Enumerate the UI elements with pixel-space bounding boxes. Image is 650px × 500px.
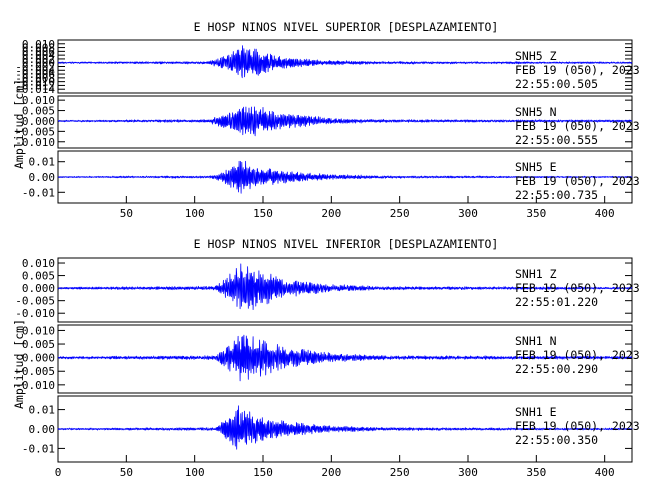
y-tick-label: 0.005 xyxy=(22,270,55,283)
panel-snh1-e: 0.010.00-0.01 SNH1 E FEB 19 (050), 2023 … xyxy=(22,395,640,463)
y-tick-label: 0.005 xyxy=(22,338,55,351)
x-tick-label: 350 xyxy=(526,207,546,220)
y-tick-label: -0.008 xyxy=(15,72,55,85)
waveform-trace xyxy=(57,263,633,310)
date-label: FEB 19 (050), 2023 xyxy=(515,174,640,188)
y-tick-label: 0.01 xyxy=(29,404,56,417)
waveform-trace xyxy=(57,334,633,382)
x-tick-label: 300 xyxy=(458,466,478,479)
x-tick-label: 200 xyxy=(321,466,341,479)
y-tick-label: 0.002 xyxy=(22,53,55,66)
station-component-label: SNH5 Z xyxy=(515,49,557,63)
y-tick-label: -0.010 xyxy=(15,379,55,392)
x-axis-superior: 50 100 150 200 250 300 350 400 xyxy=(120,196,615,220)
x-tick-label: 250 xyxy=(390,466,410,479)
x-tick-label: 400 xyxy=(595,207,615,220)
y-ticks: 0.0100.0080.0060.0040.0020.000-0.002-0.0… xyxy=(15,38,632,96)
panel-frame xyxy=(57,95,633,149)
y-tick-label: -0.002 xyxy=(15,61,55,74)
waveform-trace xyxy=(57,160,633,194)
y-tick-label: 0.01 xyxy=(29,156,56,169)
y-tick-label: -0.01 xyxy=(22,442,55,455)
x-tick-label: 50 xyxy=(120,466,133,479)
station-component-label: SNH5 N xyxy=(515,105,557,119)
y-tick-label: 0.010 xyxy=(22,94,55,107)
y-axis-label-superior: Amplitud [cm] xyxy=(12,79,26,169)
x-tick-label: 150 xyxy=(253,466,273,479)
y-tick-label: 0.000 xyxy=(22,352,55,365)
y-tick-label: -0.014 xyxy=(15,83,55,96)
y-tick-label: -0.01 xyxy=(22,186,55,199)
time-label: 22:55:00.350 xyxy=(515,433,598,447)
x-tick-label: 150 xyxy=(253,207,273,220)
y-tick-label: -0.005 xyxy=(15,125,55,138)
y-tick-label: -0.010 xyxy=(15,136,55,149)
waveform-trace xyxy=(57,106,633,137)
panel-frame xyxy=(57,324,633,394)
y-tick-label: 0.000 xyxy=(22,115,55,128)
x-tick-label: 100 xyxy=(185,466,205,479)
date-label: FEB 19 (050), 2023 xyxy=(515,281,640,295)
figure-inferior: E HOSP NINOS NIVEL INFERIOR [DESPLAZAMIE… xyxy=(12,237,640,479)
x-tick-label: 400 xyxy=(595,466,615,479)
time-label: 22:55:00.505 xyxy=(515,77,598,91)
y-tick-label: 0.006 xyxy=(22,45,55,58)
x-tick-label: 350 xyxy=(526,466,546,479)
date-label: FEB 19 (050), 2023 xyxy=(515,63,640,77)
y-tick-label: 0.00 xyxy=(29,423,56,436)
x-tick-label: 0 xyxy=(55,466,62,479)
y-ticks: 0.01 0.00 -0.01 xyxy=(22,156,632,199)
time-label: 22:55:01.220 xyxy=(515,295,598,309)
y-ticks: 0.01 0.00 -0.01 xyxy=(22,404,632,455)
panel-snh5-z: 0.0100.0080.0060.0040.0020.000-0.002-0.0… xyxy=(15,38,639,96)
y-tick-label: 0.008 xyxy=(22,42,55,55)
date-label: FEB 19 (050), 2023 xyxy=(515,348,640,362)
figure-title-superior: E HOSP NINOS NIVEL SUPERIOR [DESPLAZAMIE… xyxy=(194,20,499,34)
y-tick-label: -0.010 xyxy=(15,76,55,89)
station-component-label: SNH1 Z xyxy=(515,267,557,281)
y-tick-label: -0.005 xyxy=(15,365,55,378)
date-label: FEB 19 (050), 2023 xyxy=(515,419,640,433)
x-tick-label: 250 xyxy=(390,207,410,220)
x-tick-label: 100 xyxy=(185,207,205,220)
station-component-label: SNH5 E xyxy=(515,160,557,174)
panel-frame xyxy=(57,257,633,323)
y-tick-label: 0.010 xyxy=(22,38,55,51)
x-tick-label: 200 xyxy=(321,207,341,220)
y-tick-label: 0.00 xyxy=(29,171,56,184)
figure-title-inferior: E HOSP NINOS NIVEL INFERIOR [DESPLAZAMIE… xyxy=(194,237,499,251)
x-axis-inferior: 0 50 100 150 200 250 300 350 400 xyxy=(55,455,615,479)
y-tick-label: 0.005 xyxy=(22,105,55,118)
y-tick-label: 0.000 xyxy=(22,282,55,295)
x-tick-label: 50 xyxy=(120,207,133,220)
y-tick-label: -0.005 xyxy=(15,295,55,308)
station-component-label: SNH1 E xyxy=(515,405,557,419)
time-label: 22:55:00.555 xyxy=(515,133,598,147)
figure-superior: E HOSP NINOS NIVEL SUPERIOR [DESPLAZAMIE… xyxy=(12,20,640,220)
time-label: 22:55:00.290 xyxy=(515,362,598,376)
y-tick-label: -0.012 xyxy=(15,79,55,92)
y-tick-label: -0.006 xyxy=(15,68,55,81)
waveform-trace xyxy=(57,405,633,450)
time-label: 22:55:00.735 xyxy=(515,188,598,202)
y-tick-label: 0.010 xyxy=(22,257,55,270)
panel-snh5-e: 0.010.00-0.01 SNH5 E FEB 19 (050), 2023 … xyxy=(22,150,640,204)
y-tick-label: 0.004 xyxy=(22,49,55,62)
waveform-trace xyxy=(57,45,633,79)
date-label: FEB 19 (050), 2023 xyxy=(515,119,640,133)
y-tick-label: -0.010 xyxy=(15,307,55,320)
y-tick-label: 0.000 xyxy=(22,57,55,70)
station-component-label: SNH1 N xyxy=(515,334,557,348)
y-axis-label-inferior: Amplitud [cm] xyxy=(12,319,26,409)
y-tick-label: -0.004 xyxy=(15,64,55,77)
x-tick-label: 300 xyxy=(458,207,478,220)
y-tick-label: 0.010 xyxy=(22,324,55,337)
